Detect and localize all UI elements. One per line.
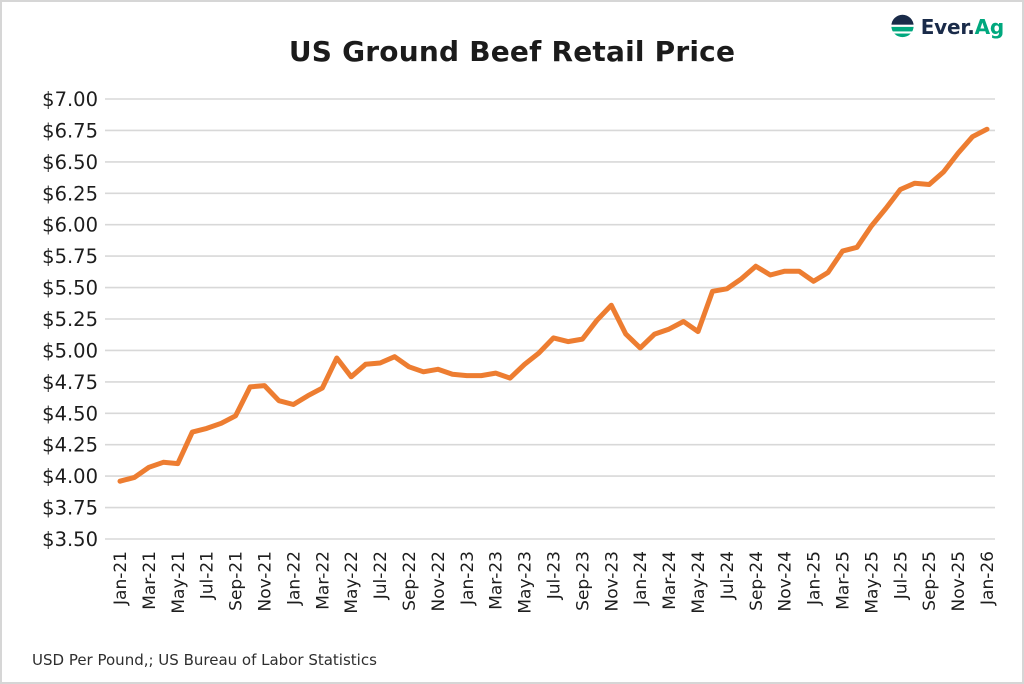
x-axis-tick-label: Sep-23 bbox=[573, 551, 593, 611]
logo-text-ag: Ag bbox=[974, 14, 1005, 39]
y-axis-tick-label: $5.25 bbox=[42, 308, 98, 331]
x-axis-tick-label: Mar-24 bbox=[660, 551, 680, 610]
ever-ag-logo-icon bbox=[891, 14, 914, 38]
x-axis-tick-label: May-24 bbox=[689, 551, 709, 614]
x-axis-tick-label: Nov-25 bbox=[949, 551, 969, 612]
x-axis-tick-label: Nov-24 bbox=[776, 551, 796, 612]
x-axis-tick-label: Jul-22 bbox=[371, 551, 391, 600]
x-axis-tick-label: Jan-25 bbox=[805, 551, 825, 606]
x-axis-tick-label: May-22 bbox=[342, 551, 362, 614]
y-axis-tick-label: $4.50 bbox=[42, 402, 98, 425]
y-axis-tick-label: $5.50 bbox=[42, 277, 98, 300]
x-axis-tick-label: Mar-23 bbox=[487, 551, 507, 610]
x-axis-tick-label: May-25 bbox=[862, 551, 882, 614]
x-axis-tick-label: Nov-21 bbox=[256, 551, 276, 612]
x-axis-tick-label: May-21 bbox=[169, 551, 189, 614]
x-axis-tick-label: Nov-23 bbox=[602, 551, 622, 612]
x-axis-tick-label: Mar-21 bbox=[140, 551, 160, 610]
x-axis-tick-label: Nov-22 bbox=[429, 551, 449, 612]
x-axis-tick-label: Sep-21 bbox=[227, 551, 247, 611]
y-axis-tick-label: $6.25 bbox=[42, 182, 98, 205]
y-axis-tick-label: $4.75 bbox=[42, 371, 98, 394]
y-axis-tick-label: $5.00 bbox=[42, 339, 98, 362]
y-axis-tick-label: $4.00 bbox=[42, 465, 98, 488]
x-axis-tick-label: Sep-22 bbox=[400, 551, 420, 611]
y-axis-tick-label: $6.50 bbox=[42, 151, 98, 174]
y-axis-tick-label: $3.50 bbox=[42, 528, 98, 551]
y-axis-tick-label: $3.75 bbox=[42, 497, 98, 520]
y-axis-tick-label: $6.00 bbox=[42, 214, 98, 237]
y-axis-tick-label: $7.00 bbox=[42, 88, 98, 111]
x-axis-tick-label: Jan-24 bbox=[631, 551, 651, 606]
x-axis-tick-label: Jul-21 bbox=[198, 551, 218, 600]
y-axis-tick-label: $6.75 bbox=[42, 119, 98, 142]
x-axis-tick-label: Jan-26 bbox=[978, 551, 998, 606]
x-axis-tick-label: Jan-23 bbox=[458, 551, 478, 606]
x-axis-tick-label: Jan-21 bbox=[111, 551, 131, 606]
logo-wordmark: Ever.Ag bbox=[921, 15, 1004, 39]
logo-text-ever: Ever. bbox=[920, 14, 975, 39]
x-axis-tick-label: Jul-24 bbox=[718, 551, 738, 600]
x-axis-tick-label: Jul-23 bbox=[545, 551, 565, 600]
ever-ag-logo: Ever.Ag bbox=[889, 13, 1004, 40]
x-axis-tick-label: Mar-22 bbox=[313, 551, 333, 610]
x-axis-tick-label: Jan-22 bbox=[284, 551, 304, 606]
x-axis-tick-label: Mar-25 bbox=[834, 551, 854, 610]
x-axis-tick-label: May-23 bbox=[516, 551, 536, 614]
x-axis-tick-label: Jul-25 bbox=[891, 551, 911, 600]
y-axis-tick-label: $5.75 bbox=[42, 245, 98, 268]
x-axis-tick-label: Sep-25 bbox=[920, 551, 940, 611]
x-axis-tick-label: Sep-24 bbox=[747, 551, 767, 611]
price-line bbox=[117, 126, 990, 484]
chart-title: US Ground Beef Retail Price bbox=[288, 35, 736, 68]
y-axis-tick-label: $4.25 bbox=[42, 434, 98, 457]
source-note: USD Per Pound,; US Bureau of Labor Stati… bbox=[32, 651, 377, 669]
